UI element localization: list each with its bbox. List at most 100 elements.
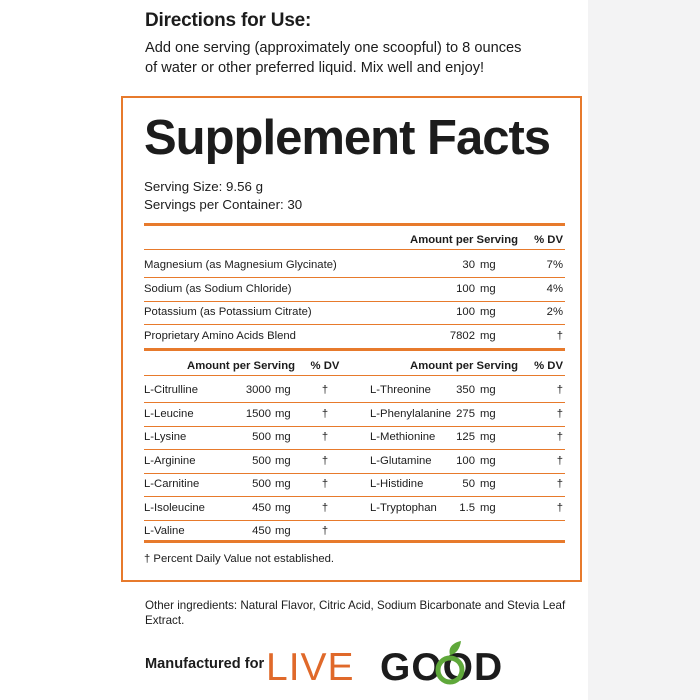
header-dv: % DV (534, 234, 563, 246)
amino-amount: 450 (252, 525, 271, 537)
rule (144, 425, 565, 427)
rule (144, 519, 565, 521)
amino-amount: 50 (462, 478, 475, 490)
nutrient-amount: 100 (456, 282, 475, 295)
amino-dv: † (321, 431, 329, 443)
thick-rule (144, 540, 565, 543)
rule (144, 449, 565, 450)
logo-good-text: GOOD (380, 646, 504, 689)
nutrient-unit: mg (480, 282, 496, 295)
amino-name: L-Tryptophan (370, 501, 437, 514)
nutrient-name: Proprietary Amino Acids Blend (144, 329, 296, 342)
amino-dv: † (556, 384, 563, 396)
amino-name: L-Phenylalanine (370, 407, 452, 420)
amino-dv: † (321, 478, 329, 490)
header-amount: Amount per Serving (410, 234, 518, 246)
amino-header-amount-left: Amount per Serving (187, 360, 295, 372)
amino-amount: 1.5 (459, 501, 475, 514)
amino-dv: † (556, 478, 563, 490)
nutrient-dv: 4% (546, 282, 563, 295)
rule (144, 249, 565, 250)
amino-amount: 100 (456, 454, 475, 467)
amino-dv: † (556, 431, 563, 443)
amino-dv: † (556, 501, 563, 514)
amino-unit: mg (480, 478, 496, 490)
amino-unit: mg (275, 478, 291, 490)
amino-amount: 1500 (245, 407, 271, 420)
nutrient-dv: 7% (546, 259, 563, 271)
amino-amount: 125 (456, 431, 475, 443)
manufactured-for-label: Manufactured for (145, 656, 265, 672)
amino-unit: mg (275, 384, 291, 396)
amino-unit: mg (275, 525, 291, 537)
rule (144, 375, 565, 376)
supplement-facts-panel: Supplement Facts Serving Size: 9.56 g Se… (121, 96, 582, 582)
amino-dv: † (321, 501, 329, 514)
amino-name: L-Methionine (370, 431, 436, 443)
amino-dv: † (556, 454, 563, 467)
nutrient-dv: 2% (546, 306, 563, 318)
nutrient-dv: † (556, 329, 563, 342)
directions-section: Directions for Use: Add one serving (app… (145, 10, 585, 78)
amino-name: L-Histidine (370, 478, 424, 490)
logo-live-text: LIVE (266, 646, 355, 689)
amino-name: L-Threonine (370, 384, 431, 396)
nutrient-amount: 100 (456, 306, 475, 318)
amino-unit: mg (275, 454, 291, 467)
amino-dv: † (321, 407, 329, 420)
amino-header-dv-left: % DV (310, 360, 340, 372)
amino-amount: 500 (252, 454, 271, 467)
amino-amount: 500 (252, 478, 271, 490)
servings-per-container: Servings per Container: 30 (144, 197, 303, 212)
directions-line-1: Add one serving (approximately one scoop… (145, 40, 522, 56)
amino-name: L-Arginine (144, 454, 196, 467)
amino-header-dv-right: % DV (534, 360, 563, 372)
nutrient-name: Potassium (as Potassium Citrate) (144, 306, 312, 318)
amino-header-amount-right: Amount per Serving (410, 360, 518, 372)
nutrient-name: Magnesium (as Magnesium Glycinate) (144, 259, 337, 271)
dv-footnote: † Percent Daily Value not established. (144, 553, 335, 565)
amino-name: L-Citrulline (144, 384, 198, 396)
rule (144, 402, 565, 403)
amino-amount: 500 (252, 431, 271, 443)
thick-rule (144, 348, 565, 351)
directions-line-2: of water or other preferred liquid. Mix … (145, 60, 485, 76)
amino-amount: 350 (456, 384, 475, 396)
directions-heading: Directions for Use: (145, 10, 312, 31)
nutrient-unit: mg (480, 329, 496, 342)
serving-size: Serving Size: 9.56 g (144, 179, 264, 194)
rule (144, 300, 565, 302)
serving-info: Serving Size: 9.56 g Servings per Contai… (144, 178, 302, 214)
amino-name: L-Valine (144, 525, 185, 537)
amino-unit: mg (275, 407, 291, 420)
facts-title: Supplement Facts (144, 111, 551, 165)
other-ingredients: Other ingredients: Natural Flavor, Citri… (145, 599, 566, 627)
thick-rule (144, 223, 565, 226)
rule (144, 324, 565, 325)
amino-name: L-Leucine (144, 407, 194, 420)
amino-amount: 275 (456, 407, 475, 420)
amino-dv: † (321, 384, 329, 396)
amino-unit: mg (480, 407, 496, 420)
amino-unit: mg (480, 501, 496, 514)
amino-amount: 3000 (245, 384, 271, 396)
nutrient-name: Sodium (as Sodium Chloride) (144, 282, 292, 295)
amino-unit: mg (480, 384, 496, 396)
rule (144, 472, 565, 474)
amino-unit: mg (275, 501, 291, 514)
amino-dv: † (321, 525, 329, 537)
nutrient-unit: mg (480, 306, 496, 318)
amino-name: L-Isoleucine (144, 501, 205, 514)
nutrient-amount: 30 (462, 259, 475, 271)
rule (144, 277, 565, 278)
amino-name: L-Glutamine (370, 454, 432, 467)
apple-leaf-icon (435, 641, 465, 685)
amino-dv: † (321, 454, 329, 467)
amino-dv: † (556, 407, 563, 420)
amino-unit: mg (480, 431, 496, 443)
amino-amount: 450 (252, 501, 271, 514)
nutrient-amount: 7802 (449, 329, 475, 342)
amino-unit: mg (480, 454, 496, 467)
amino-name: L-Lysine (144, 431, 187, 443)
amino-name: L-Carnitine (144, 478, 200, 490)
